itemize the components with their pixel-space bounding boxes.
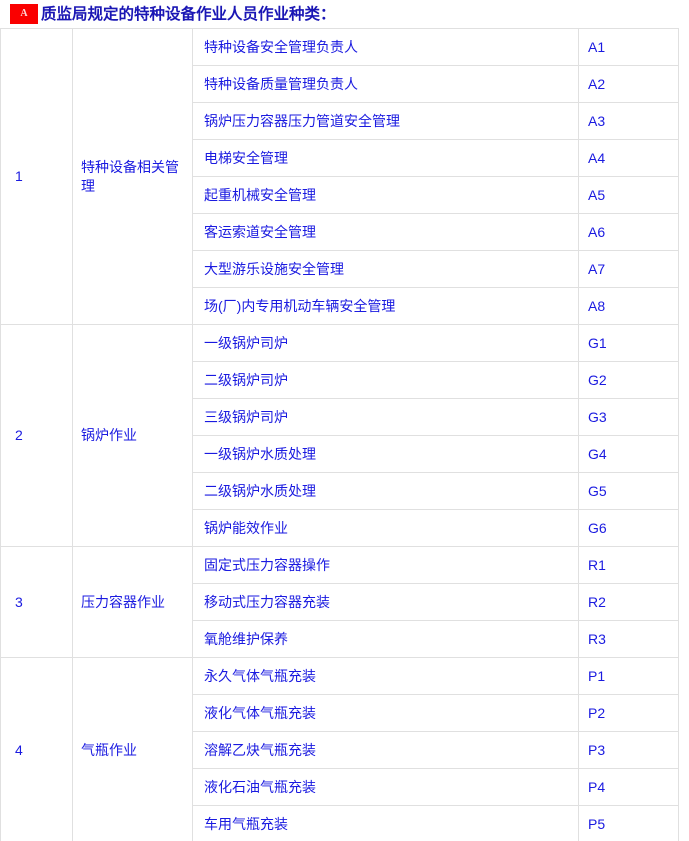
- operation-code-cell: G1: [578, 324, 679, 362]
- table-row: 大型游乐设施安全管理 A7: [1, 250, 679, 288]
- operation-code-cell: G3: [578, 398, 679, 436]
- table-row: 4 气瓶作业 永久气体气瓶充装 P1: [0, 657, 679, 841]
- table-row: 客运索道安全管理 A6: [1, 213, 679, 251]
- operation-name-cell: 场(厂)内专用机动车辆安全管理: [192, 287, 579, 325]
- operation-code-cell: A4: [578, 139, 679, 177]
- special-equipment-operations-table: 1 特种设备相关管理 特种设备安全管理负责人 A1 特种设备质量管理负责人 A2 锅炉压力容…: [0, 28, 679, 841]
- table-row: 特种设备质量管理负责人 A2: [1, 65, 679, 103]
- operation-code-cell: A6: [578, 213, 679, 251]
- table-row: 锅炉压力容器压力管道安全管理 A3: [1, 102, 679, 140]
- operation-code-cell: P2: [578, 694, 679, 732]
- badge-letter-a: A: [20, 8, 28, 19]
- operation-code-cell: P5: [578, 805, 679, 841]
- operation-code-cell: P4: [578, 768, 679, 806]
- operation-name-cell: 车用气瓶充装: [192, 805, 579, 841]
- operation-code-cell: R1: [578, 546, 679, 584]
- operation-code-cell: A2: [578, 65, 679, 103]
- operation-name-cell: 移动式压力容器充装: [192, 583, 579, 621]
- operation-name-cell: 固定式压力容器操作: [192, 546, 579, 584]
- operation-code-cell: R2: [578, 583, 679, 621]
- operation-name-cell: 永久气体气瓶充装: [192, 657, 579, 695]
- operation-code-cell: A1: [578, 28, 679, 66]
- operation-name-cell: 大型游乐设施安全管理: [192, 250, 579, 288]
- operation-name-cell: 特种设备安全管理负责人: [192, 28, 579, 66]
- operation-name-cell: 一级锅炉司炉: [192, 324, 579, 362]
- group-number-cell: 3: [0, 546, 73, 658]
- operation-code-cell: R3: [578, 620, 679, 658]
- operation-name-cell: 液化石油气瓶充装: [192, 768, 579, 806]
- table-row: 电梯安全管理 A4: [1, 139, 679, 177]
- table-row: 一级锅炉水质处理 G4: [1, 435, 679, 473]
- operation-code-cell: G4: [578, 435, 679, 473]
- operation-name-cell: 溶解乙炔气瓶充装: [192, 731, 579, 769]
- group-category-cell: 气瓶作业: [72, 657, 193, 841]
- table-row: 2 锅炉作业 一级锅炉司炉 G1: [0, 324, 679, 547]
- operation-name-cell: 一级锅炉水质处理: [192, 435, 579, 473]
- section-marker-badge: A: [10, 4, 38, 24]
- operation-name-cell: 客运索道安全管理: [192, 213, 579, 251]
- table-row: 锅炉能效作业 G6: [1, 509, 679, 547]
- table-row: 车用气瓶充装 P5: [1, 805, 679, 841]
- operation-code-cell: G5: [578, 472, 679, 510]
- operation-name-cell: 锅炉能效作业: [192, 509, 579, 547]
- group-category-cell: 压力容器作业: [72, 546, 193, 658]
- table-row: 移动式压力容器充装 R2: [1, 583, 679, 621]
- document-header: A 质监局规定的特种设备作业人员作业种类：: [0, 0, 689, 28]
- table-row: 1 特种设备相关管理 特种设备安全管理负责人 A1: [0, 28, 679, 325]
- table-row: 三级锅炉司炉 G3: [1, 398, 679, 436]
- operation-code-cell: A3: [578, 102, 679, 140]
- table-row: 3 压力容器作业 固定式压力容器操作 R1: [0, 546, 679, 658]
- page-title: 质监局规定的特种设备作业人员作业种类：: [41, 5, 336, 23]
- operation-name-cell: 二级锅炉司炉: [192, 361, 579, 399]
- table-row: 场(厂)内专用机动车辆安全管理 A8: [1, 287, 679, 325]
- operation-name-cell: 三级锅炉司炉: [192, 398, 579, 436]
- table-body: 1 特种设备相关管理 特种设备安全管理负责人 A1 特种设备质量管理负责人 A2 锅炉压力容…: [0, 28, 679, 841]
- operation-name-cell: 特种设备质量管理负责人: [192, 65, 579, 103]
- operation-name-cell: 液化气体气瓶充装: [192, 694, 579, 732]
- operation-name-cell: 电梯安全管理: [192, 139, 579, 177]
- table-row: 起重机械安全管理 A5: [1, 176, 679, 214]
- group-category-cell: 特种设备相关管理: [72, 28, 193, 325]
- operation-code-cell: A7: [578, 250, 679, 288]
- table-row: 溶解乙炔气瓶充装 P3: [1, 731, 679, 769]
- operation-code-cell: G2: [578, 361, 679, 399]
- table-row: 液化气体气瓶充装 P2: [1, 694, 679, 732]
- group-number-cell: 2: [0, 324, 73, 547]
- table-row: 液化石油气瓶充装 P4: [1, 768, 679, 806]
- operation-name-cell: 氧舱维护保养: [192, 620, 579, 658]
- operation-code-cell: A5: [578, 176, 679, 214]
- group-category-cell: 锅炉作业: [72, 324, 193, 547]
- operation-code-cell: P3: [578, 731, 679, 769]
- table-row: 二级锅炉水质处理 G5: [1, 472, 679, 510]
- operation-code-cell: G6: [578, 509, 679, 547]
- table-row: 二级锅炉司炉 G2: [1, 361, 679, 399]
- operation-name-cell: 二级锅炉水质处理: [192, 472, 579, 510]
- operation-name-cell: 起重机械安全管理: [192, 176, 579, 214]
- operation-code-cell: P1: [578, 657, 679, 695]
- operation-code-cell: A8: [578, 287, 679, 325]
- group-number-cell: 4: [0, 657, 73, 841]
- operation-name-cell: 锅炉压力容器压力管道安全管理: [192, 102, 579, 140]
- table-row: 氧舱维护保养 R3: [1, 620, 679, 658]
- group-number-cell: 1: [0, 28, 73, 325]
